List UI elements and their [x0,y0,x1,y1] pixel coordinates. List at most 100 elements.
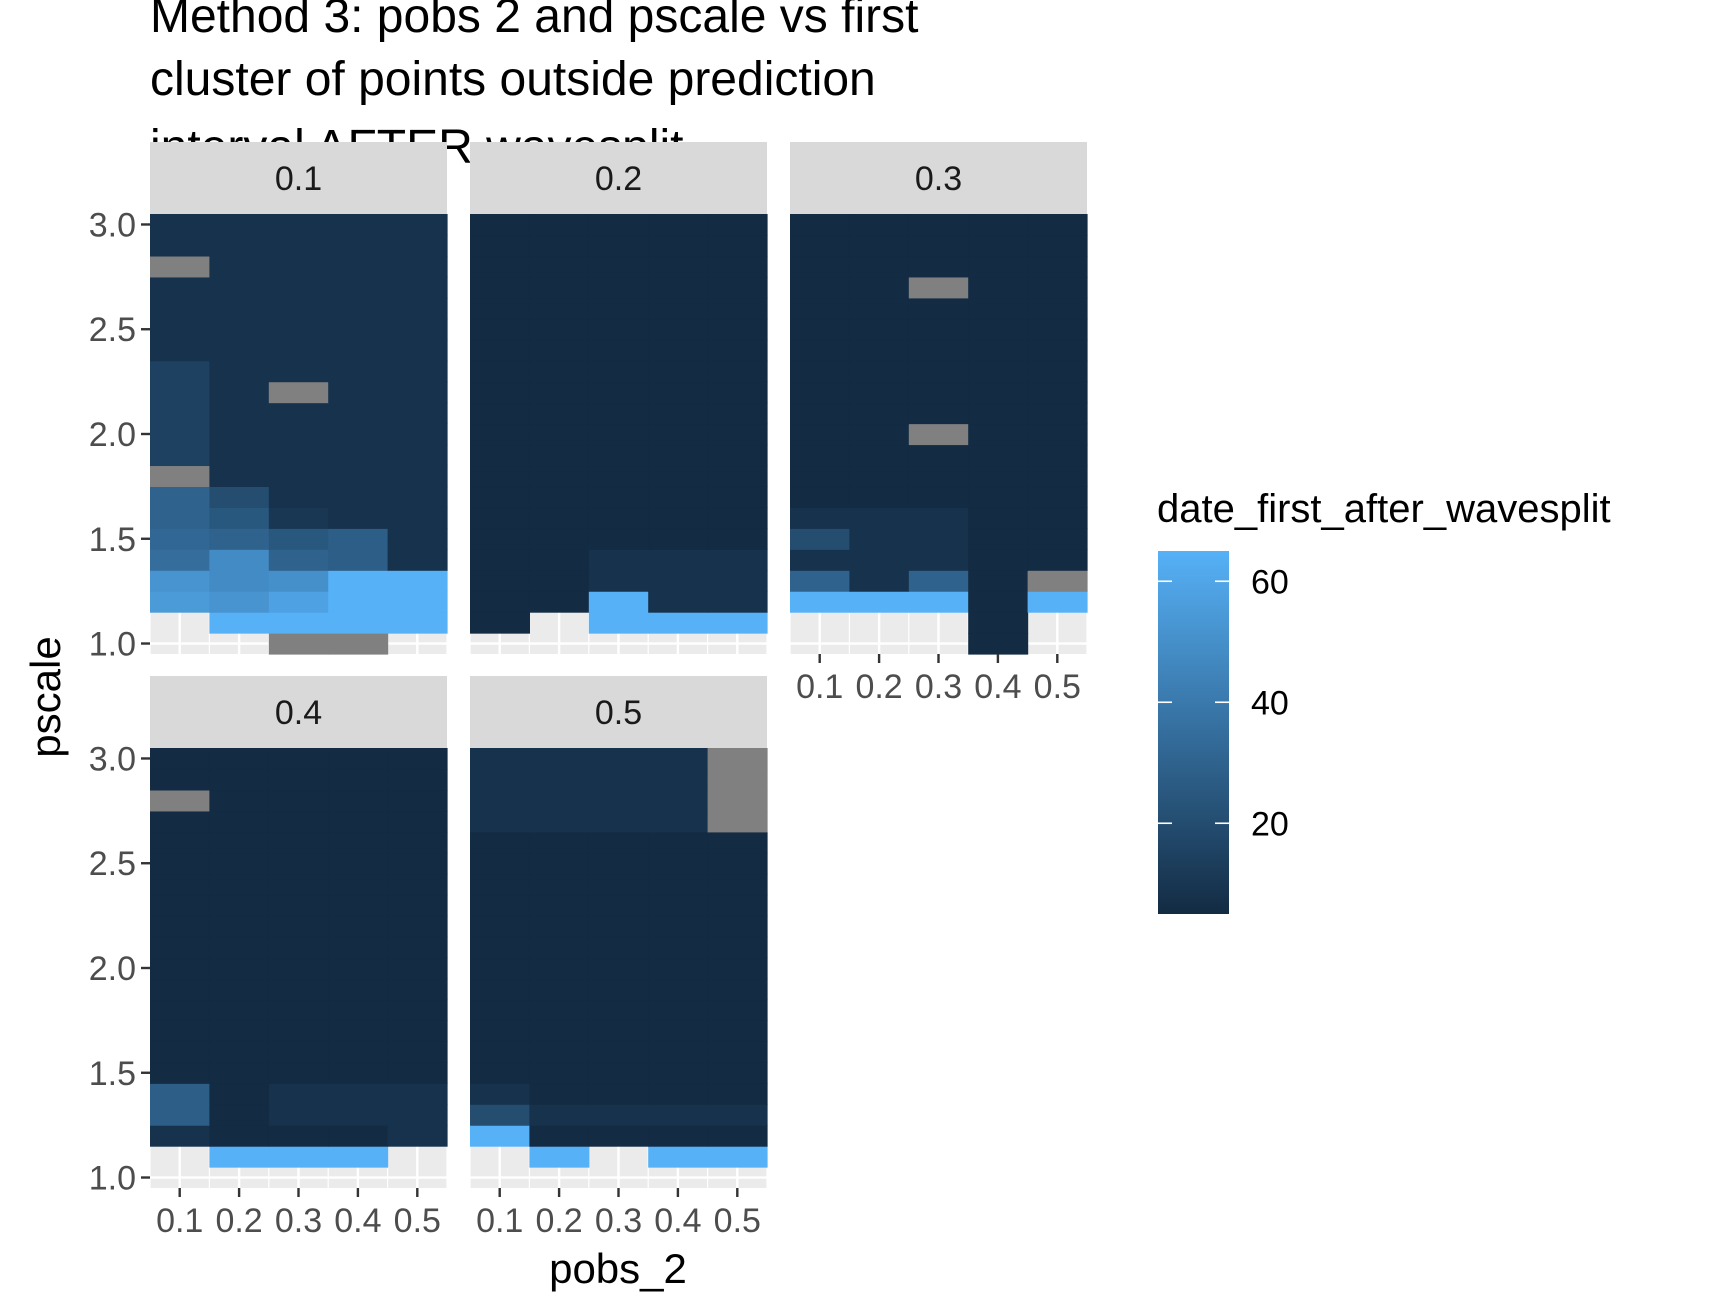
heatmap-tile [908,318,969,341]
x-tick-label: 0.5 [394,1202,441,1240]
heatmap-tile [529,957,590,980]
heatmap-tile [470,1125,530,1147]
facet-panel-0.2: 0.2 [469,142,768,654]
heatmap-tile [588,339,649,362]
heatmap-tile [328,318,389,341]
heatmap-tile [328,444,389,467]
x-tick-label: 0.5 [714,1202,761,1240]
heatmap-tile [968,591,1029,613]
heatmap-tile [849,214,910,236]
heatmap-tile [150,486,210,508]
heatmap-tile [150,978,210,1001]
heatmap-tile [209,852,270,875]
heatmap-tile [529,1020,590,1042]
heatmap-tile [707,465,768,487]
heatmap-tile [209,831,270,854]
heatmap-tile [648,831,709,854]
heatmap-tile [328,486,389,508]
heatmap-tile [648,549,709,571]
heatmap-tile [268,507,329,529]
heatmap-tile [1027,214,1088,236]
heatmap-tile [1027,465,1088,487]
heatmap-tile [908,465,969,487]
heatmap-tile [588,486,649,508]
heatmap-tile [470,810,530,833]
heatmap-tile [648,444,709,467]
heatmap-tile [150,360,210,383]
heatmap-tile [387,915,448,938]
heatmap-tile [707,570,768,592]
heatmap-tile [849,591,910,613]
heatmap-tile [849,570,910,592]
heatmap-tile [648,999,709,1021]
heatmap-tile [908,444,969,467]
heatmap-tile [328,852,389,875]
heatmap-tile [588,810,649,833]
heatmap-tile [707,549,768,571]
heatmap-tile [387,978,448,1001]
heatmap-tile [268,612,329,634]
heatmap-tile [209,1062,270,1084]
heatmap-tile [268,591,329,613]
heatmap-tile [328,360,389,383]
heatmap-tile [588,852,649,875]
heatmap-tile [648,381,709,404]
heatmap-tile [849,507,910,529]
heatmap-tile [150,1041,210,1063]
heatmap-tile [387,768,448,791]
heatmap-tile [328,1104,389,1126]
heatmap-tile [648,570,709,592]
heatmap-tile [209,339,270,362]
x-tick-label: 0.4 [334,1202,381,1240]
heatmap-tile [328,1062,389,1084]
heatmap-tile [968,549,1029,571]
heatmap-tile [707,528,768,550]
heatmap-tile [588,381,649,404]
x-tick-label: 0.4 [654,1202,701,1240]
heatmap-tile [150,1125,210,1147]
heatmap-tile [150,1083,210,1105]
heatmap-tile [908,570,969,592]
heatmap-tile [470,915,530,938]
x-tick-label: 0.3 [275,1202,322,1240]
heatmap-tile [328,894,389,917]
heatmap-tile [707,339,768,362]
heatmap-tile [529,381,590,404]
heatmap-tile [209,402,270,425]
heatmap-tile [268,255,329,278]
heatmap-tile [529,339,590,362]
heatmap-tile [648,339,709,362]
heatmap-tile [470,612,530,634]
heatmap-tile [1027,360,1088,383]
heatmap-tile [268,234,329,257]
heatmap-tile [1027,318,1088,341]
heatmap-tile [529,894,590,917]
heatmap-tile [968,486,1029,508]
heatmap-tile [908,276,969,299]
chart-title-line-2: cluster of points outside prediction [150,53,876,106]
heatmap-tile [268,528,329,550]
heatmap-tile [707,957,768,980]
heatmap-tile [908,339,969,362]
heatmap-tile [849,276,910,299]
heatmap-tile [707,402,768,425]
heatmap-tile [209,591,270,613]
heatmap-tile [387,255,448,278]
x-tick-label: 0.1 [796,668,843,706]
heatmap-tile [209,978,270,1001]
heatmap-tile [588,234,649,257]
heatmap-tile [648,810,709,833]
heatmap-tile [328,999,389,1021]
heatmap-tile [470,978,530,1001]
heatmap-tile [849,486,910,508]
heatmap-tile [648,748,709,770]
heatmap-tile [648,1125,709,1147]
heatmap-tile [588,768,649,791]
heatmap-tile [387,1020,448,1042]
heatmap-tile [328,748,389,770]
heatmap-tile [209,748,270,770]
facet-strip [470,676,767,748]
heatmap-tile [209,612,270,634]
heatmap-tile [529,810,590,833]
